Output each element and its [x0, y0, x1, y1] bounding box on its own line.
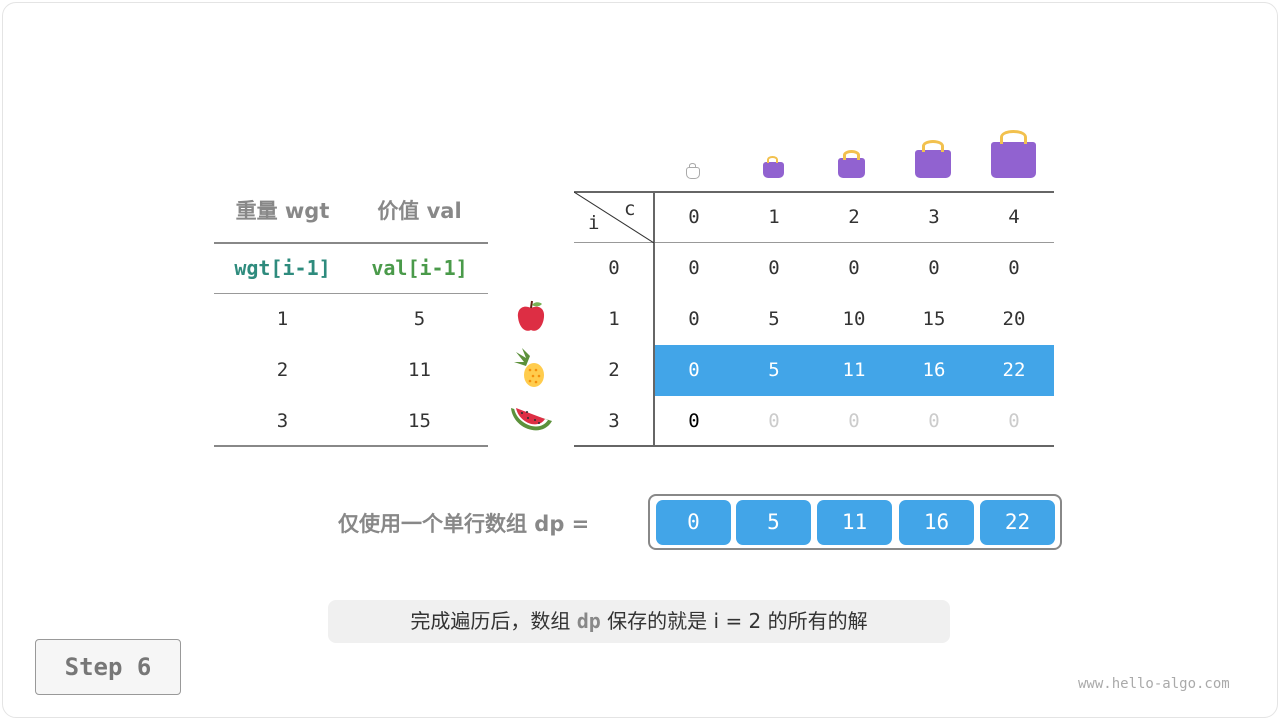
caption-text: 完成遍历后，数组 — [410, 609, 577, 633]
dp-cell: 0 — [688, 257, 700, 279]
col-header: 1 — [768, 206, 780, 228]
step-button[interactable]: Step 6 — [35, 639, 181, 695]
dp-cell: 5 — [768, 308, 780, 330]
weight-cell: 3 — [276, 410, 289, 432]
dp-label: 仅使用一个单行数组 dp = — [338, 512, 590, 536]
col-header: 4 — [1008, 206, 1020, 228]
dp-cell: 16 — [922, 359, 946, 381]
header-weight: 重量 wgt — [235, 199, 330, 223]
dp-cell: 22 — [980, 500, 1055, 545]
corner-diagonal — [574, 192, 654, 243]
dp-cell: 0 — [768, 410, 780, 432]
header-value: 价值 val — [377, 199, 462, 223]
dp-cell: 0 — [1008, 410, 1020, 432]
dp-cell: 0 — [688, 308, 700, 330]
corner-col-label: c — [624, 198, 636, 220]
divider — [214, 445, 488, 447]
col-header: 3 — [928, 206, 940, 228]
apple-icon — [517, 300, 545, 331]
bag-icon-capacity-4 — [991, 130, 1036, 178]
row-header: 3 — [608, 410, 620, 432]
dp-cell: 22 — [1002, 359, 1026, 381]
pineapple-icon — [514, 348, 544, 387]
dp-cell: 0 — [928, 257, 940, 279]
caption: 完成遍历后，数组 dp 保存的就是 i = 2 的所有的解 — [328, 600, 950, 643]
divider — [214, 242, 488, 244]
col-header: 0 — [688, 206, 700, 228]
watermelon-icon — [511, 408, 552, 431]
dp-cell: 20 — [1002, 308, 1026, 330]
dp-cell: 5 — [768, 359, 780, 381]
value-cell: 11 — [408, 359, 431, 381]
highlight-row — [654, 345, 1054, 396]
weight-cell: 1 — [276, 308, 289, 330]
row-header: 2 — [608, 359, 620, 381]
col-header: 2 — [848, 206, 860, 228]
dp-cell: 0 — [656, 500, 731, 545]
dp-array — [648, 494, 1062, 550]
dp-cell: 16 — [899, 500, 974, 545]
dp-cell: 11 — [842, 359, 866, 381]
dp-cell: 0 — [688, 410, 700, 432]
table-bottom-border — [574, 445, 1054, 447]
dp-cell: 15 — [922, 308, 946, 330]
dp-cell: 0 — [688, 359, 700, 381]
header-divider — [574, 242, 1054, 243]
table-top-border — [574, 191, 1054, 193]
value-cell: 5 — [413, 308, 426, 330]
dp-cell: 0 — [1008, 257, 1020, 279]
dp-cell: 5 — [736, 500, 811, 545]
subheader-weight: wgt[i-1] — [234, 256, 331, 280]
dp-cell: 0 — [848, 257, 860, 279]
subheader-value: val[i-1] — [371, 256, 468, 280]
row-header: 1 — [608, 308, 620, 330]
caption-text: 保存的就是 i = 2 的所有的解 — [600, 609, 868, 633]
dp-cell: 0 — [768, 257, 780, 279]
col-divider — [653, 192, 655, 446]
corner-row-label: i — [588, 212, 600, 234]
bag-icon-capacity-1 — [763, 156, 784, 178]
bag-icon-capacity-0 — [686, 163, 700, 179]
dp-cell: 0 — [848, 410, 860, 432]
dp-cell: 0 — [928, 410, 940, 432]
weight-cell: 2 — [276, 359, 289, 381]
row-header: 0 — [608, 257, 620, 279]
watermark: www.hello-algo.com — [1078, 676, 1230, 692]
divider — [214, 293, 488, 294]
bag-icon-capacity-3 — [915, 140, 951, 178]
bag-icon-capacity-2 — [838, 150, 865, 178]
dp-cell: 10 — [842, 308, 866, 330]
dp-cell: 11 — [817, 500, 892, 545]
value-cell: 15 — [408, 410, 431, 432]
caption-code: dp — [576, 609, 601, 633]
